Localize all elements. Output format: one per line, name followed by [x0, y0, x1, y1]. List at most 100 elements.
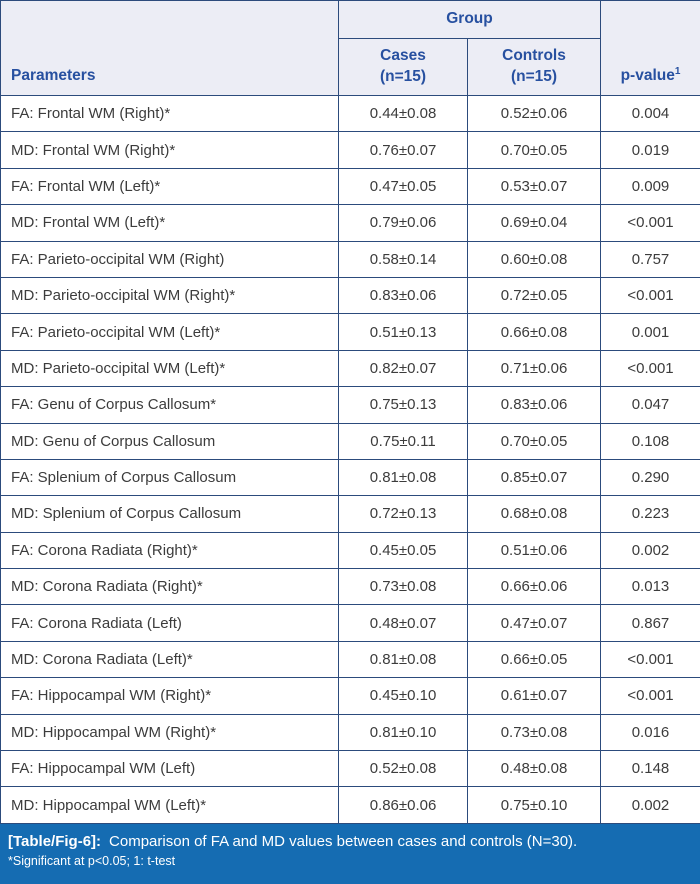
- pvalue-cell: 0.002: [601, 532, 700, 568]
- table-caption-text: Comparison of FA and MD values between c…: [109, 833, 577, 850]
- controls-value-cell: 0.69±0.04: [468, 205, 601, 241]
- pvalue-cell: 0.002: [601, 787, 700, 823]
- controls-value-cell: 0.47±0.07: [468, 605, 601, 641]
- pvalue-cell: 0.013: [601, 569, 700, 605]
- parameter-cell: MD: Genu of Corpus Callosum: [1, 423, 339, 459]
- cases-value-cell: 0.79±0.06: [339, 205, 468, 241]
- table-row: MD: Parieto-occipital WM (Right)*0.83±0.…: [1, 277, 700, 313]
- caption-line: [Table/Fig-6]: Comparison of FA and MD va…: [8, 832, 690, 852]
- controls-value-cell: 0.83±0.06: [468, 387, 601, 423]
- pvalue-cell: 0.867: [601, 605, 700, 641]
- cases-value-cell: 0.72±0.13: [339, 496, 468, 532]
- column-header-parameters: Parameters: [1, 1, 339, 96]
- parameter-cell: MD: Corona Radiata (Right)*: [1, 569, 339, 605]
- cases-value-cell: 0.45±0.05: [339, 532, 468, 568]
- table-row: FA: Parieto-occipital WM (Left)*0.51±0.1…: [1, 314, 700, 350]
- table-row: MD: Parieto-occipital WM (Left)*0.82±0.0…: [1, 350, 700, 386]
- pvalue-cell: 0.290: [601, 459, 700, 495]
- controls-value-cell: 0.71±0.06: [468, 350, 601, 386]
- pvalue-cell: 0.009: [601, 168, 700, 204]
- parameter-cell: FA: Genu of Corpus Callosum*: [1, 387, 339, 423]
- cases-value-cell: 0.81±0.08: [339, 459, 468, 495]
- cases-value-cell: 0.82±0.07: [339, 350, 468, 386]
- controls-value-cell: 0.53±0.07: [468, 168, 601, 204]
- pvalue-cell: 0.148: [601, 751, 700, 787]
- controls-value-cell: 0.72±0.05: [468, 277, 601, 313]
- cases-value-cell: 0.47±0.05: [339, 168, 468, 204]
- pvalue-footnote-marker: 1: [675, 66, 681, 77]
- table-caption-note: *Significant at p<0.05; 1: t-test: [8, 854, 690, 868]
- parameter-cell: FA: Splenium of Corpus Callosum: [1, 459, 339, 495]
- parameter-cell: MD: Parieto-occipital WM (Left)*: [1, 350, 339, 386]
- controls-value-cell: 0.66±0.06: [468, 569, 601, 605]
- cases-value-cell: 0.76±0.07: [339, 132, 468, 168]
- header-row-group: Parameters Group p-value1: [1, 1, 700, 39]
- parameter-cell: MD: Hippocampal WM (Left)*: [1, 787, 339, 823]
- parameter-cell: FA: Corona Radiata (Left): [1, 605, 339, 641]
- comparison-table: Parameters Group p-value1 Cases (n=15) C…: [0, 0, 700, 824]
- controls-value-cell: 0.85±0.07: [468, 459, 601, 495]
- column-header-cases: Cases (n=15): [339, 39, 468, 96]
- controls-value-cell: 0.68±0.08: [468, 496, 601, 532]
- parameter-cell: MD: Corona Radiata (Left)*: [1, 641, 339, 677]
- cases-value-cell: 0.75±0.11: [339, 423, 468, 459]
- parameter-cell: FA: Corona Radiata (Right)*: [1, 532, 339, 568]
- pvalue-cell: 0.016: [601, 714, 700, 750]
- column-header-controls: Controls (n=15): [468, 39, 601, 96]
- pvalue-cell: 0.223: [601, 496, 700, 532]
- pvalue-label: p-value: [621, 67, 675, 84]
- parameter-cell: MD: Parieto-occipital WM (Right)*: [1, 277, 339, 313]
- controls-value-cell: 0.51±0.06: [468, 532, 601, 568]
- cases-value-cell: 0.83±0.06: [339, 277, 468, 313]
- table-caption-label: [Table/Fig-6]:: [8, 833, 101, 850]
- cases-value-cell: 0.81±0.10: [339, 714, 468, 750]
- parameter-cell: FA: Frontal WM (Left)*: [1, 168, 339, 204]
- controls-value-cell: 0.66±0.08: [468, 314, 601, 350]
- table-caption: [Table/Fig-6]: Comparison of FA and MD va…: [0, 824, 700, 884]
- pvalue-cell: 0.019: [601, 132, 700, 168]
- cases-value-cell: 0.45±0.10: [339, 678, 468, 714]
- pvalue-cell: 0.001: [601, 314, 700, 350]
- pvalue-cell: 0.047: [601, 387, 700, 423]
- parameter-cell: FA: Frontal WM (Right)*: [1, 96, 339, 132]
- pvalue-cell: <0.001: [601, 350, 700, 386]
- cases-value-cell: 0.75±0.13: [339, 387, 468, 423]
- cases-value-cell: 0.48±0.07: [339, 605, 468, 641]
- parameter-cell: MD: Hippocampal WM (Right)*: [1, 714, 339, 750]
- parameter-cell: MD: Splenium of Corpus Callosum: [1, 496, 339, 532]
- cases-value-cell: 0.81±0.08: [339, 641, 468, 677]
- pvalue-cell: <0.001: [601, 678, 700, 714]
- controls-value-cell: 0.66±0.05: [468, 641, 601, 677]
- column-header-pvalue: p-value1: [601, 1, 700, 96]
- controls-value-cell: 0.73±0.08: [468, 714, 601, 750]
- cases-value-cell: 0.52±0.08: [339, 751, 468, 787]
- pvalue-cell: 0.108: [601, 423, 700, 459]
- pvalue-cell: 0.004: [601, 96, 700, 132]
- parameter-cell: FA: Hippocampal WM (Left): [1, 751, 339, 787]
- table-header: Parameters Group p-value1 Cases (n=15) C…: [1, 1, 700, 96]
- pvalue-cell: <0.001: [601, 205, 700, 241]
- controls-value-cell: 0.75±0.10: [468, 787, 601, 823]
- column-header-group: Group: [339, 1, 601, 39]
- pvalue-cell: 0.757: [601, 241, 700, 277]
- controls-value-cell: 0.70±0.05: [468, 132, 601, 168]
- parameter-cell: FA: Hippocampal WM (Right)*: [1, 678, 339, 714]
- pvalue-cell: <0.001: [601, 641, 700, 677]
- controls-value-cell: 0.70±0.05: [468, 423, 601, 459]
- parameter-cell: MD: Frontal WM (Right)*: [1, 132, 339, 168]
